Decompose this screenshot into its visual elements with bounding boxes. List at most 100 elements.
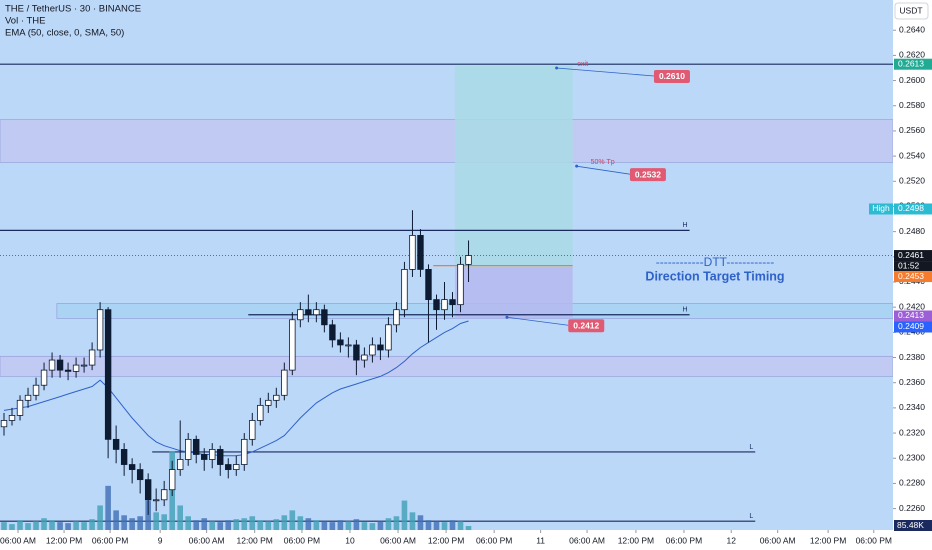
candle-body bbox=[265, 399, 272, 406]
callout-box bbox=[653, 69, 690, 83]
volume-bar bbox=[161, 514, 167, 530]
badge-timer-label: 01:52 bbox=[898, 260, 920, 270]
x-tick-label: 06:00 AM bbox=[760, 535, 796, 545]
volume-bar bbox=[65, 523, 71, 530]
y-tick-label: 0.2580 bbox=[899, 100, 925, 110]
volume-bar bbox=[345, 521, 352, 530]
badge-tag bbox=[869, 203, 893, 215]
callout-line bbox=[556, 67, 654, 77]
candle-body bbox=[24, 394, 32, 401]
candle-body bbox=[273, 394, 280, 401]
candle-body bbox=[88, 349, 96, 366]
candle-body bbox=[457, 263, 464, 306]
volume-bar bbox=[281, 515, 288, 530]
volume-bar bbox=[457, 521, 464, 530]
callout-line bbox=[576, 165, 630, 175]
candle-body bbox=[337, 339, 344, 346]
volume-bar bbox=[417, 515, 424, 530]
x-tick-label: 06:00 PM bbox=[476, 535, 512, 545]
note-title: ------------DTT------------ bbox=[656, 255, 775, 269]
callout-line bbox=[506, 316, 569, 326]
volume-bar bbox=[377, 521, 384, 530]
candle-body bbox=[48, 359, 56, 371]
candle-body bbox=[201, 454, 208, 460]
volume-bar bbox=[113, 510, 119, 530]
chart-title: THE / TetherUS · 30 · BINANCE bbox=[5, 4, 141, 15]
candle-body bbox=[209, 449, 216, 460]
candle-body bbox=[449, 299, 456, 306]
y-tick-label: 0.2320 bbox=[899, 427, 925, 437]
volume-bar bbox=[273, 519, 280, 530]
volume-bar bbox=[409, 512, 416, 530]
volume-bar bbox=[385, 518, 392, 530]
candle-body bbox=[160, 489, 168, 501]
candle-body bbox=[409, 235, 416, 270]
candle-body bbox=[104, 309, 112, 440]
volume-bar bbox=[97, 505, 103, 530]
x-tick-label: 06:00 AM bbox=[0, 535, 36, 545]
candle-body bbox=[313, 309, 320, 316]
volume-bar bbox=[321, 521, 328, 530]
volume-bar bbox=[105, 485, 111, 530]
callout-box bbox=[568, 319, 605, 333]
candle-body bbox=[0, 420, 8, 428]
y-tick-label: 0.2620 bbox=[899, 50, 925, 60]
candle-body bbox=[8, 415, 16, 421]
volume-bar bbox=[153, 512, 159, 530]
volume-bar bbox=[393, 516, 400, 530]
candle-body bbox=[225, 464, 232, 470]
candle-body bbox=[136, 469, 144, 481]
note-subtitle: Direction Target Timing bbox=[645, 269, 784, 283]
candle-body bbox=[64, 369, 72, 372]
y-tick-label: 0.2340 bbox=[899, 402, 925, 412]
candle-body bbox=[393, 309, 400, 326]
volume-bar bbox=[57, 522, 63, 530]
y-tick-label: 0.2420 bbox=[899, 301, 925, 311]
price-badge bbox=[894, 58, 932, 70]
price-badge bbox=[894, 271, 932, 283]
candle-body bbox=[152, 499, 160, 502]
candle-body bbox=[217, 449, 224, 465]
volume-bar bbox=[121, 515, 127, 530]
price-badge bbox=[894, 321, 932, 333]
indicator-label: Vol · THE bbox=[5, 16, 45, 27]
candle-body bbox=[417, 235, 424, 270]
volume-bar bbox=[241, 518, 248, 530]
level-text: H bbox=[683, 222, 688, 229]
candle-body bbox=[401, 269, 408, 311]
x-tick-label: 11 bbox=[536, 535, 545, 545]
volume-bar bbox=[185, 516, 192, 530]
candle-body bbox=[40, 369, 48, 386]
x-tick-label: 06:00 PM bbox=[666, 535, 702, 545]
volume-bar bbox=[137, 516, 143, 530]
candle-body bbox=[193, 438, 200, 455]
candle-body bbox=[16, 399, 24, 416]
candle-body bbox=[289, 319, 296, 371]
callout-text: exit bbox=[577, 61, 588, 68]
price-badge bbox=[894, 250, 932, 262]
level-text: L bbox=[749, 513, 753, 520]
volume-bar bbox=[257, 520, 264, 530]
volume-bar bbox=[217, 522, 224, 530]
callout-anchor bbox=[575, 164, 579, 168]
x-tick-label: 06:00 AM bbox=[189, 535, 225, 545]
x-tick-label: 12 bbox=[726, 535, 736, 545]
candle-body bbox=[353, 344, 360, 361]
stop-zone bbox=[454, 266, 573, 319]
x-tick-label: 9 bbox=[158, 535, 163, 545]
callout-label: 0.2532 bbox=[635, 169, 661, 179]
volume-bar bbox=[305, 518, 312, 530]
y-tick-label: 0.2640 bbox=[899, 24, 925, 34]
candle-body bbox=[377, 344, 384, 351]
candle-body bbox=[241, 438, 248, 465]
indicator-label: EMA (50, close, 0, SMA, 50) bbox=[5, 28, 124, 39]
x-tick-label: 12:00 PM bbox=[810, 535, 846, 545]
volume-bar bbox=[249, 516, 256, 530]
x-tick-label: 06:00 PM bbox=[92, 535, 128, 545]
volume-bar bbox=[89, 519, 95, 530]
currency-box[interactable] bbox=[894, 2, 929, 20]
volume-bar bbox=[401, 500, 408, 530]
volume-bar bbox=[17, 520, 23, 530]
candle-body bbox=[120, 449, 128, 465]
